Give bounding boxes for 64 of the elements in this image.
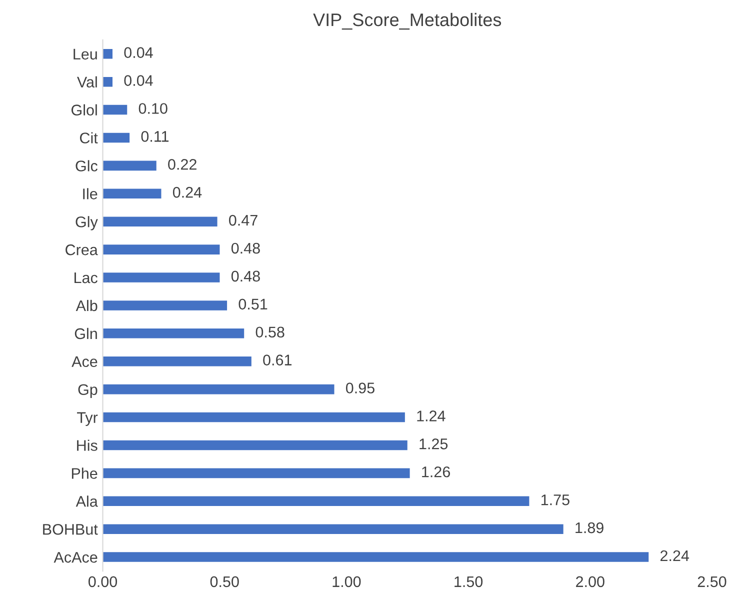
bar	[102, 328, 244, 338]
data-label: 1.25	[420, 438, 448, 450]
data-label: 0.61	[263, 354, 292, 366]
data-label: 0.24	[172, 186, 202, 198]
data-label: 0.58	[256, 326, 284, 338]
data-label: 0.48	[231, 270, 260, 282]
bar	[102, 48, 113, 59]
data-label: 1.89	[576, 522, 604, 534]
y-tick-label: AcAce	[54, 552, 98, 563]
y-tick-label: Alb	[76, 300, 98, 312]
bar	[102, 496, 530, 506]
chart-title: VIP_Score_Metabolites	[313, 12, 502, 30]
x-tick-label: 1.00	[332, 576, 361, 588]
y-tick-label: Gp	[78, 384, 98, 398]
y-tick-label: His	[77, 440, 98, 451]
bar	[102, 468, 410, 478]
y-tick-label: Val	[77, 76, 97, 88]
data-label: 0.95	[346, 382, 374, 394]
data-label: 0.51	[238, 298, 268, 310]
bar	[102, 356, 252, 366]
data-label: 1.75	[541, 494, 570, 506]
y-tick-label: Gly	[76, 216, 98, 230]
data-label: 2.24	[660, 550, 690, 561]
bar	[102, 76, 113, 87]
bar	[102, 132, 130, 143]
y-tick-label: Glc	[76, 160, 98, 172]
y-tick-label: Leu	[74, 48, 97, 60]
bar	[102, 524, 564, 534]
data-label: 1.26	[422, 466, 450, 478]
y-tick-label: Cit	[80, 132, 98, 144]
x-tick-label: 0.00	[88, 576, 118, 588]
y-tick-label: Ile	[83, 188, 98, 200]
data-label: 0.04	[124, 75, 153, 86]
y-tick-label: BOHBut	[43, 524, 98, 535]
bar	[102, 104, 128, 115]
y-tick-label: Ace	[72, 356, 98, 368]
bar	[102, 300, 228, 310]
data-label: 0.11	[141, 131, 169, 142]
data-label: 0.47	[229, 214, 258, 226]
x-tick-label: 2.50	[698, 576, 726, 588]
bar	[102, 412, 405, 422]
data-label: 0.04	[124, 47, 153, 58]
y-tick-label: Lac	[74, 272, 98, 284]
bar	[102, 384, 334, 394]
bar	[102, 552, 649, 562]
y-tick-label: Phe	[72, 468, 98, 479]
data-label: 0.10	[138, 103, 168, 114]
x-tick-label: 2.00	[576, 576, 604, 588]
x-tick-label: 1.50	[454, 576, 483, 588]
y-tick-label: Crea	[66, 244, 98, 256]
x-tick-label: 0.50	[210, 576, 239, 588]
bar	[102, 160, 156, 171]
bar	[102, 244, 220, 254]
data-label: 1.24	[417, 410, 446, 422]
bar	[102, 188, 162, 199]
y-tick-label: Ala	[76, 496, 98, 507]
bar	[102, 272, 220, 282]
y-tick-label: Tyr	[77, 412, 98, 426]
data-label: 0.22	[168, 158, 196, 170]
bar	[102, 440, 408, 450]
y-tick-label: Gln	[74, 328, 97, 340]
bar	[102, 216, 218, 226]
data-label: 0.48	[231, 242, 260, 254]
y-tick-label: Glol	[72, 104, 97, 116]
